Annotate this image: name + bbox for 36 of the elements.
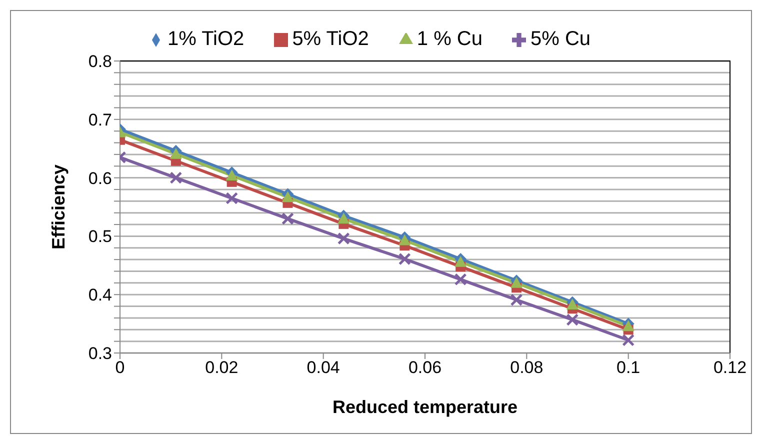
point bbox=[622, 334, 635, 346]
point bbox=[282, 212, 294, 225]
point bbox=[566, 313, 579, 326]
point bbox=[338, 212, 350, 224]
x-tick-label: 0 bbox=[115, 358, 125, 378]
point bbox=[337, 232, 350, 245]
point bbox=[566, 298, 578, 310]
point bbox=[622, 320, 634, 332]
y-tick-label: 0.5 bbox=[88, 227, 112, 246]
point bbox=[398, 234, 411, 246]
point bbox=[510, 294, 523, 306]
y-tick-label: 0.7 bbox=[88, 110, 112, 130]
x-tick-label: 0.06 bbox=[408, 358, 442, 378]
x-tick-label: 0.04 bbox=[306, 358, 340, 378]
x-tick-label: 0.08 bbox=[510, 358, 544, 378]
x-tick-label: 0.1 bbox=[616, 358, 640, 378]
y-tick-label: 0.8 bbox=[88, 52, 112, 72]
point bbox=[454, 273, 467, 286]
legend-label: 1 % Cu bbox=[416, 28, 482, 50]
y-tick-label: 0.4 bbox=[88, 286, 112, 305]
point bbox=[454, 256, 467, 267]
x-axis-title: Reduced temperature bbox=[332, 397, 518, 417]
y-tick-label: 0.3 bbox=[88, 344, 112, 364]
y-tick-label: 0.6 bbox=[88, 168, 112, 188]
point bbox=[170, 148, 182, 159]
legend-label: 5% TiO2 bbox=[292, 28, 369, 50]
point bbox=[398, 252, 411, 266]
legend-label: 5% Cu bbox=[530, 28, 591, 50]
y-axis-title: Efficiency bbox=[48, 164, 68, 250]
point bbox=[170, 172, 182, 184]
legend-label: 1% TiO2 bbox=[167, 28, 244, 50]
point bbox=[282, 191, 294, 202]
x-tick-label: 0.02 bbox=[205, 358, 238, 378]
x-tick-label: 0.12 bbox=[713, 358, 747, 378]
point bbox=[226, 192, 238, 204]
point bbox=[226, 169, 238, 180]
